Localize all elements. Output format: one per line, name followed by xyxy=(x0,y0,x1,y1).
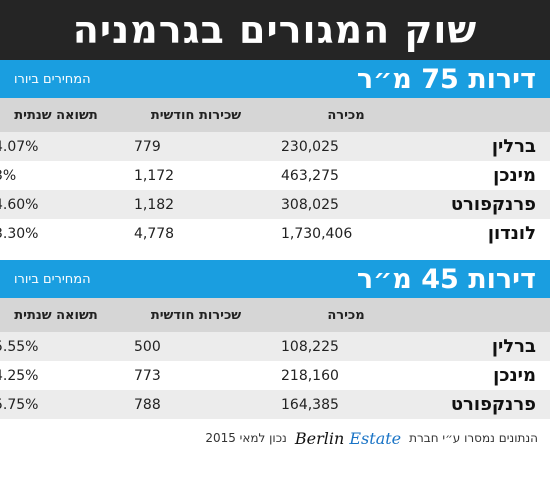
sale-cell: 308,025 xyxy=(281,196,339,213)
rent-cell: 779 xyxy=(134,138,161,155)
currency-note: המחירים ביורו xyxy=(14,71,91,87)
city-cell: פרנקפורט xyxy=(450,194,536,215)
city-cell: מינכן xyxy=(493,365,536,386)
table-45: מכירה שכירות חודשית תשואה שנתית ברלין 10… xyxy=(0,298,550,419)
city-cell: ברלין xyxy=(491,136,536,157)
rent-cell: 1,172 xyxy=(134,167,175,184)
rent-cell: 500 xyxy=(134,338,161,355)
rent-cell: 4,778 xyxy=(134,225,175,242)
table-row: ברלין 230,025 779 4.07% xyxy=(0,132,550,161)
brand-name-part2: Estate xyxy=(349,428,402,448)
table-row: פרנקפורט 164,385 788 5.75% xyxy=(0,390,550,419)
yield-column-header: תשואה שנתית xyxy=(14,307,98,323)
section-title: דירות 75 מ״ר xyxy=(356,63,536,95)
brand-logo: Berlin Estate xyxy=(295,429,401,448)
section-spacer xyxy=(0,248,550,260)
yield-column-header: תשואה שנתית xyxy=(14,107,98,123)
footer-source-text: הנתונים נמסרו ע״י חברת xyxy=(409,431,538,445)
rent-column-header: שכירות חודשית xyxy=(150,107,242,123)
footer-date-text: נכון למאי 2015 xyxy=(205,431,287,445)
table-header-row: מכירה שכירות חודשית תשואה שנתית xyxy=(0,98,550,132)
sale-column-header: מכירה xyxy=(327,107,365,123)
yield-cell: 4.25% xyxy=(0,367,39,384)
city-cell: פרנקפורט xyxy=(450,394,536,415)
city-cell: לונדון xyxy=(487,223,536,244)
sale-cell: 164,385 xyxy=(281,396,339,413)
page-title: שוק המגורים בגרמניה xyxy=(0,0,550,60)
sale-cell: 230,025 xyxy=(281,138,339,155)
section-title: דירות 45 מ״ר xyxy=(356,263,536,295)
rent-cell: 1,182 xyxy=(134,196,175,213)
table-row: מינכן 218,160 773 4.25% xyxy=(0,361,550,390)
yield-cell: 3.30% xyxy=(0,225,39,242)
yield-cell: 4.07% xyxy=(0,138,39,155)
yield-cell: 5.75% xyxy=(0,396,39,413)
section-header-75: דירות 75 מ״ר המחירים ביורו xyxy=(0,60,550,98)
yield-cell: 3% xyxy=(0,167,17,184)
section-header-45: דירות 45 מ״ר המחירים ביורו xyxy=(0,260,550,298)
city-column-header xyxy=(426,298,550,332)
table-row: לונדון 1,730,406 4,778 3.30% xyxy=(0,219,550,248)
brand-name-part1: Berlin xyxy=(294,428,345,448)
table-row: ברלין 108,225 500 5.55% xyxy=(0,332,550,361)
table-row: מינכן 463,275 1,172 3% xyxy=(0,161,550,190)
yield-cell: 5.55% xyxy=(0,338,39,355)
sale-cell: 218,160 xyxy=(281,367,339,384)
sale-cell: 1,730,406 xyxy=(281,225,353,242)
rent-column-header: שכירות חודשית xyxy=(150,307,242,323)
city-cell: ברלין xyxy=(491,336,536,357)
yield-cell: 4.60% xyxy=(0,196,39,213)
sale-cell: 108,225 xyxy=(281,338,339,355)
table-row: פרנקפורט 308,025 1,182 4.60% xyxy=(0,190,550,219)
rent-cell: 773 xyxy=(134,367,161,384)
table-header-row: מכירה שכירות חודשית תשואה שנתית xyxy=(0,298,550,332)
city-column-header xyxy=(426,98,550,132)
table-75: מכירה שכירות חודשית תשואה שנתית ברלין 23… xyxy=(0,98,550,248)
currency-note: המחירים ביורו xyxy=(14,271,91,287)
sale-column-header: מכירה xyxy=(327,307,365,323)
footer: הנתונים נמסרו ע״י חברת Berlin Estate נכו… xyxy=(0,419,550,457)
city-cell: מינכן xyxy=(493,165,536,186)
sale-cell: 463,275 xyxy=(281,167,339,184)
rent-cell: 788 xyxy=(134,396,161,413)
